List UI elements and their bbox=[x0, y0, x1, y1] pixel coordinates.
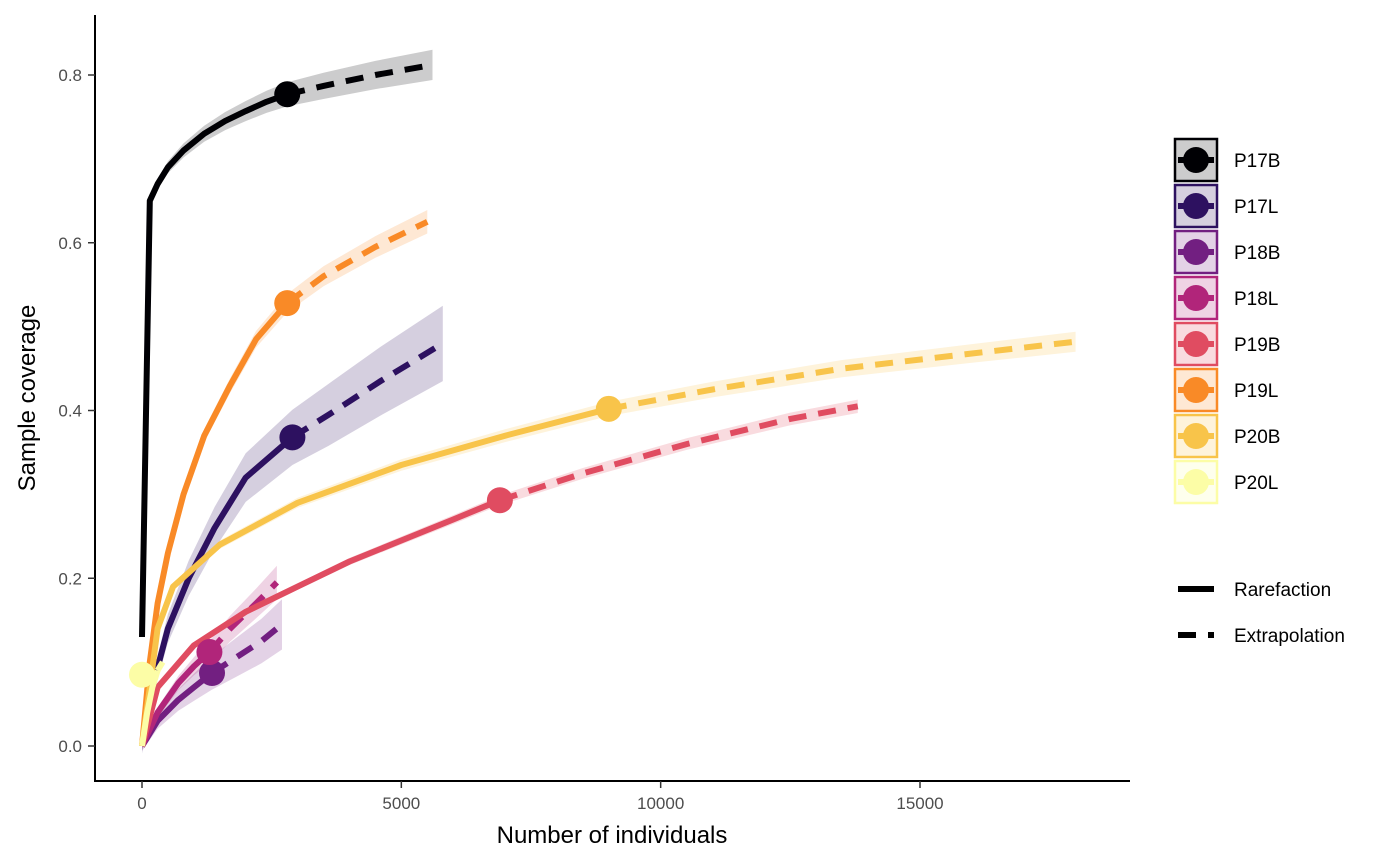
legend-label: P20B bbox=[1234, 427, 1280, 448]
legend-label: P19B bbox=[1234, 335, 1280, 356]
legend-item-p20l: P20L bbox=[1173, 459, 1278, 505]
legend-item-p17l: P17L bbox=[1173, 183, 1278, 229]
x-tick-label: 5000 bbox=[382, 794, 420, 813]
band-p20b bbox=[142, 331, 1076, 748]
y-tick-label: 0.0 bbox=[58, 737, 82, 756]
x-axis-title: Number of individuals bbox=[497, 822, 728, 849]
legend-label: Extrapolation bbox=[1234, 626, 1345, 647]
axes bbox=[94, 15, 1130, 782]
rarefaction-line-p19l bbox=[139, 301, 290, 747]
x-ticks: 0 5000 10000 15000 bbox=[137, 781, 944, 813]
legend-key-point bbox=[1183, 469, 1209, 495]
rarefaction-line-p18l bbox=[139, 649, 212, 748]
y-tick-label: 0.2 bbox=[58, 569, 82, 588]
extrapolation-line-p19b bbox=[498, 403, 859, 504]
extrapolation-line-p18l bbox=[207, 580, 280, 655]
y-ticks: 0.0 0.2 0.4 0.6 0.8 bbox=[58, 66, 95, 756]
legend-item-rarefaction: Rarefaction bbox=[1178, 580, 1331, 601]
y-tick-label: 0.6 bbox=[58, 234, 82, 253]
legend-item-p19b: P19B bbox=[1173, 321, 1280, 367]
legend-label: P17B bbox=[1234, 151, 1280, 172]
extrapolation-line-p19l bbox=[285, 219, 429, 306]
x-tick-label: 10000 bbox=[637, 794, 684, 813]
observed-point-p18b bbox=[199, 660, 226, 687]
observed-point-p20b bbox=[595, 395, 622, 422]
legend-label: P19L bbox=[1234, 381, 1278, 402]
series-points bbox=[129, 81, 622, 688]
extrapolation-line-p20b bbox=[608, 338, 1076, 412]
rarefaction-line-p20l bbox=[139, 669, 161, 747]
observed-point-p20l bbox=[129, 661, 155, 688]
legend-key-point bbox=[1183, 331, 1209, 357]
rarefaction-line-p17b bbox=[139, 91, 289, 638]
legend-key-point bbox=[1183, 423, 1209, 449]
series-lines bbox=[139, 61, 1076, 748]
observed-point-p19b bbox=[486, 487, 513, 514]
y-tick-label: 0.8 bbox=[58, 66, 82, 85]
legend-label: Rarefaction bbox=[1234, 580, 1331, 601]
extrapolation-line-p17b bbox=[286, 61, 434, 98]
observed-point-p17l bbox=[279, 424, 306, 451]
legend-item-p17b: P17B bbox=[1173, 137, 1280, 183]
legend-label: P18B bbox=[1234, 243, 1280, 264]
y-axis-title: Sample coverage bbox=[14, 305, 41, 492]
legend-item-p20b: P20B bbox=[1173, 413, 1280, 459]
observed-point-p17b bbox=[274, 81, 301, 108]
legend-item-extrapolation: Extrapolation bbox=[1178, 626, 1345, 647]
legend-item-p19l: P19L bbox=[1173, 367, 1278, 413]
legend-label: P18L bbox=[1234, 289, 1278, 310]
x-tick-label: 15000 bbox=[896, 794, 943, 813]
legend-key-point bbox=[1183, 285, 1209, 311]
extrapolation-line-p17l bbox=[290, 340, 445, 440]
y-tick-label: 0.4 bbox=[58, 402, 82, 421]
x-tick-label: 0 bbox=[137, 794, 146, 813]
observed-point-p19l bbox=[274, 290, 301, 317]
rarefaction-line-p19b bbox=[139, 497, 502, 747]
legend: P17B P17L P18B P18L P19B P19L P20B P20L Rarefact… bbox=[1173, 137, 1345, 647]
legend-key-point bbox=[1183, 377, 1209, 403]
rarefaction-line-p20b bbox=[139, 405, 610, 747]
legend-label: P20L bbox=[1234, 473, 1278, 494]
observed-point-p18l bbox=[196, 639, 223, 666]
legend-item-p18b: P18B bbox=[1173, 229, 1280, 275]
legend-key-point bbox=[1183, 147, 1209, 173]
extrapolation-line-p18b bbox=[210, 622, 284, 676]
legend-key-point bbox=[1183, 239, 1209, 265]
band-p17l bbox=[142, 305, 443, 754]
legend-item-p18l: P18L bbox=[1173, 275, 1278, 321]
legend-label: P17L bbox=[1234, 197, 1278, 218]
legend-key-point bbox=[1183, 193, 1209, 219]
extrapolation-line-p20l bbox=[155, 660, 166, 673]
